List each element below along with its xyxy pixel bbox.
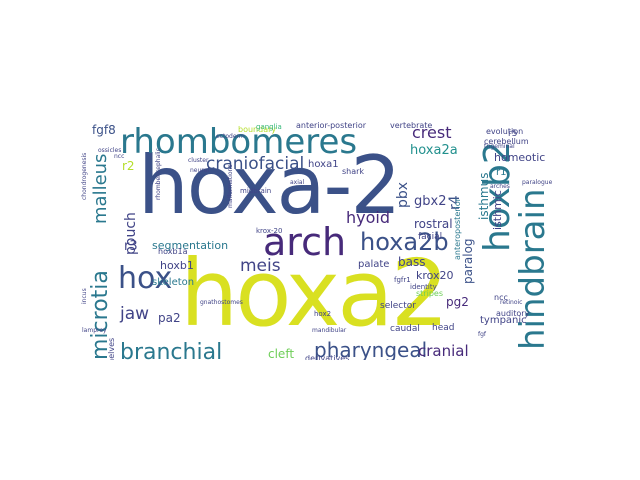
word-cloud-word: head [432,323,455,333]
word-cloud-word: pa2 [158,311,181,325]
word-cloud-word: pbx [395,181,411,208]
word-cloud-word: ganglia [256,123,282,131]
word-cloud-word: segmentation [152,239,229,252]
word-cloud-word: trigeminal [484,143,515,150]
word-cloud-word: caudal [390,324,420,334]
word-cloud-word: cerebellum [484,137,529,146]
word-cloud-word: krox20 [416,269,454,282]
word-cloud-word: fgfr1 [394,276,411,284]
word-cloud-word: malformations [227,164,234,208]
word-cloud-word: skeleton [152,277,195,288]
word-cloud-word: retinoic [500,299,523,306]
word-cloud-word: palate [358,259,390,270]
word-cloud-word: vertebrate [390,121,433,130]
word-cloud-word: ncc [494,293,508,302]
word-cloud-word: krox-20 [256,227,283,235]
word-cloud-word: facial [418,232,443,242]
word-cloud-word: incus [81,288,88,304]
word-cloud-word: hox [118,261,173,296]
word-cloud-word: tympanic [480,315,527,326]
word-cloud-word: ectoderm [216,133,245,140]
word-cloud-word: gnathostomes [200,299,243,306]
word-cloud-word: crest [412,123,452,142]
word-cloud-word: pg2 [446,295,469,309]
word-cloud-word: fgf [478,331,487,338]
word-cloud-word: bass [398,255,426,269]
word-cloud-word: hyoid [346,208,390,227]
word-cloud-word: isthmic [491,190,504,230]
word-cloud-word: r2 [122,159,135,173]
word-cloud-word: fgf8 [92,123,116,137]
word-cloud-word: axial [290,179,305,186]
word-cloud-word: chondrogenesis [81,152,88,200]
word-cloud-word: arch [263,220,347,264]
word-cloud-word: paralog [461,238,475,284]
word-cloud-word: rostral [414,217,453,231]
word-cloud-word: cleft [268,347,295,360]
word-cloud-word: ncc [114,153,125,160]
word-cloud-word: arches [490,183,510,190]
word-cloud-word: anteroposterior [453,198,462,260]
word-cloud: hoxa2 hoxa-2 rhombomeres hoxb2 hindbrain… [80,120,560,360]
word-cloud-word: shelves [107,337,116,360]
word-cloud-word: r1 [496,167,507,178]
word-cloud-word: jaw [120,304,150,324]
word-cloud-word: selector [380,301,416,311]
word-cloud-word: cluster [188,157,209,164]
word-cloud-word: r3 [124,239,138,254]
word-cloud-word: paralogue [522,179,553,186]
word-cloud-word: cranial [418,342,469,360]
word-cloud-word: identity [410,283,437,291]
word-cloud-word: neural [190,167,210,174]
word-cloud-word: midbrain [240,187,272,195]
word-cloud-word: hox2 [314,310,332,318]
word-cloud-word: hoxa2 [180,240,449,347]
word-cloud-word: hoxa2b [360,228,449,256]
word-cloud-word: malleus [90,153,111,224]
word-cloud-word: stripes [416,289,443,298]
word-cloud-word: meis [240,256,281,276]
word-cloud-word: shark [342,167,365,176]
word-cloud-word: boundary [238,125,277,134]
word-cloud-word: craniofacial [206,154,305,174]
word-cloud-word: hoxb1 [160,259,194,272]
word-cloud-word: ossicles [98,147,122,154]
word-cloud-word: mandibular [312,327,347,334]
word-cloud-word: hoxa2a [410,143,458,158]
word-cloud-word: hoxa1 [308,159,339,170]
word-cloud-word: auditory [496,309,530,318]
word-cloud-word: homeotic [494,151,546,164]
word-cloud-word: isthmus [477,172,491,220]
word-cloud-word: evolution [486,127,524,136]
word-cloud-word: branchial [120,340,223,361]
word-cloud-word: hoxb1a [158,247,188,256]
word-cloud-word: derivatives [305,354,350,361]
word-cloud-word: anterior-posterior [296,121,366,130]
word-cloud-word: pharyngeal [314,338,428,360]
word-cloud-word: gbx2 [414,194,447,209]
word-cloud-word: hoxa-2 [138,139,401,232]
word-cloud-word: lamprey [82,327,107,334]
word-cloud-word: rhombomeres [120,122,358,162]
word-cloud-word: r5 [508,129,518,139]
word-cloud-word: rhombencephalic [155,148,162,200]
